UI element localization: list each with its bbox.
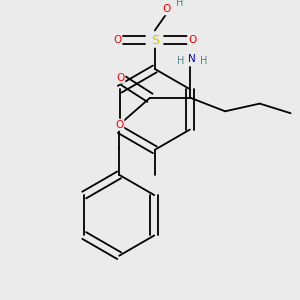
Text: H: H <box>176 0 184 8</box>
Text: H: H <box>177 56 184 66</box>
Text: N: N <box>188 54 196 64</box>
Text: O: O <box>188 35 196 45</box>
Text: O: O <box>113 35 122 45</box>
Text: O: O <box>116 73 124 82</box>
Text: H: H <box>200 56 208 66</box>
Text: S: S <box>151 34 159 46</box>
Text: O: O <box>115 120 123 130</box>
Text: O: O <box>162 4 170 14</box>
